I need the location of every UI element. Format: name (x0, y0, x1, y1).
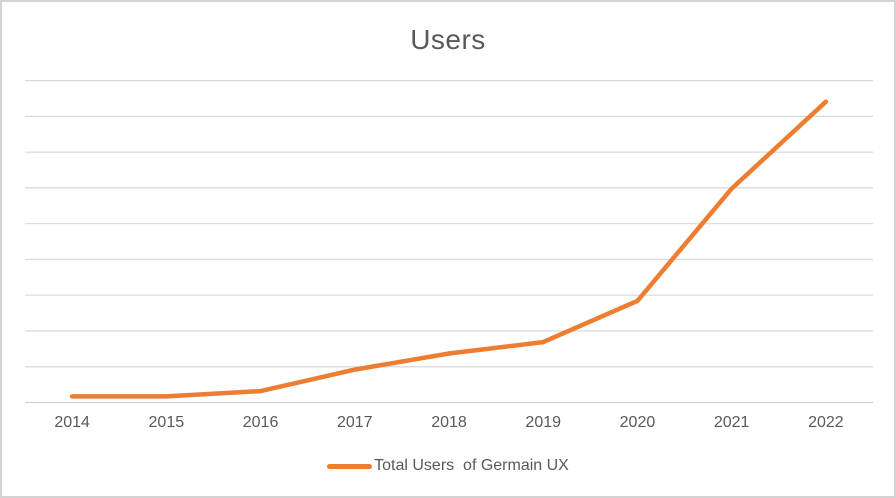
legend: Total Users of Germain UX (2, 456, 894, 476)
x-axis-tick-label: 2014 (54, 414, 90, 431)
legend-label: Total Users of Germain UX (374, 457, 569, 474)
x-axis-tick-label: 2016 (242, 414, 279, 431)
x-axis-tick-label: 2021 (713, 414, 750, 431)
chart-title: Users (410, 24, 486, 55)
legend-line-marker (327, 463, 373, 469)
x-axis-tick-label: 2022 (808, 414, 844, 431)
x-axis-tick-label: 2019 (525, 414, 562, 431)
x-axis: 2014 2015 2016 2017 2018 2019 2020 2021 2022 (2, 413, 894, 435)
series-line-total-users (69, 99, 829, 399)
x-axis-tick-label: 2018 (431, 414, 467, 431)
x-axis-tick-label: 2020 (619, 414, 656, 431)
x-axis-tick-label: 2017 (336, 414, 373, 431)
x-axis-tick-label: 2015 (148, 414, 185, 431)
